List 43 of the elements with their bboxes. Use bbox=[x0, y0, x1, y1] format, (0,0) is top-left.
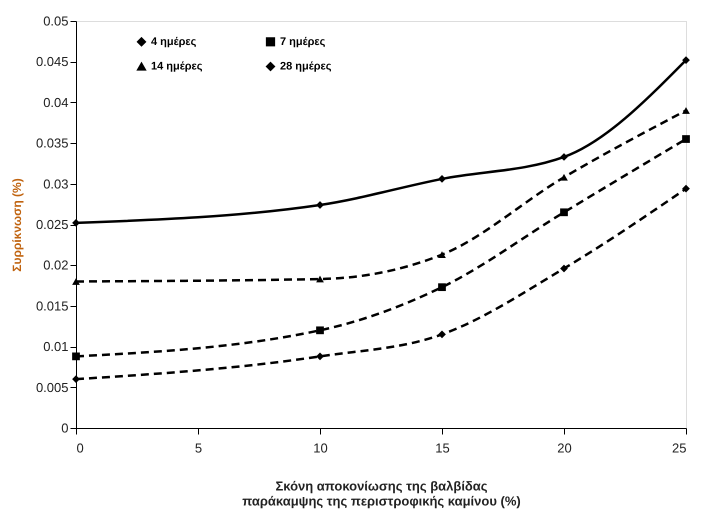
point bbox=[682, 107, 690, 114]
x-tick-label: 0 bbox=[76, 440, 84, 456]
legend-label: 14 ημέρες bbox=[151, 60, 203, 72]
legend-label: 4 ημέρες bbox=[151, 36, 197, 48]
x-tick-label: 15 bbox=[435, 440, 450, 456]
point bbox=[438, 175, 446, 183]
y-tick-label: 0.025 bbox=[36, 217, 68, 232]
x-tick-label: 10 bbox=[313, 440, 328, 456]
point bbox=[682, 135, 690, 143]
point bbox=[682, 184, 690, 193]
point bbox=[316, 352, 324, 360]
x-tick-label: 25 bbox=[672, 440, 686, 456]
point bbox=[560, 264, 568, 272]
x-axis-title: Σκόνη αποκονίωσης της βαλβίδας παράκαμψης της περιστροφικής καμίνου (%) bbox=[242, 478, 521, 508]
legend-label: 28 ημέρες bbox=[280, 60, 332, 72]
y-tick-label: 0.02 bbox=[43, 258, 68, 273]
y-tick-label: 0.05 bbox=[43, 14, 68, 28]
y-axis-title: Συρρίκνωση (%) bbox=[10, 178, 24, 272]
point bbox=[682, 56, 690, 64]
point bbox=[316, 326, 324, 334]
y-tick-label: 0.035 bbox=[36, 136, 68, 151]
point bbox=[560, 153, 568, 161]
y-tick-label: 0.01 bbox=[43, 339, 68, 354]
y-tick-label: 0 bbox=[61, 420, 68, 436]
x-tick-label: 5 bbox=[194, 440, 202, 456]
point bbox=[438, 283, 446, 292]
point bbox=[72, 278, 80, 285]
y-tick-label: 0.005 bbox=[36, 380, 68, 395]
point bbox=[316, 201, 324, 209]
x-tick-label: 20 bbox=[557, 440, 572, 456]
y-tick-label: 0.04 bbox=[43, 94, 68, 110]
point bbox=[316, 276, 324, 282]
point bbox=[560, 174, 568, 181]
y-tick-label: 0.045 bbox=[36, 54, 68, 70]
legend-label: 7 ημέρες bbox=[280, 36, 326, 48]
point bbox=[560, 208, 568, 216]
point bbox=[72, 375, 80, 384]
y-tick-label: 0.03 bbox=[43, 176, 68, 192]
y-tick-label: 0.015 bbox=[36, 298, 68, 314]
point bbox=[438, 251, 446, 258]
point bbox=[438, 330, 446, 338]
point bbox=[72, 352, 80, 360]
point bbox=[72, 219, 80, 227]
